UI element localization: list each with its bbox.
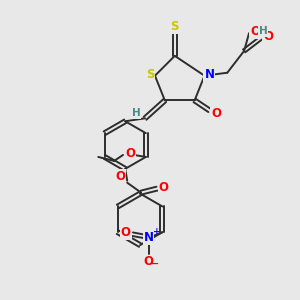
Text: N: N — [204, 68, 214, 81]
Text: O: O — [125, 148, 135, 160]
Text: O: O — [263, 30, 273, 43]
Text: O: O — [250, 25, 260, 38]
Text: H: H — [259, 26, 267, 36]
Text: O: O — [115, 170, 125, 183]
Text: O: O — [143, 256, 154, 268]
Text: −: − — [152, 259, 160, 269]
Text: O: O — [212, 107, 221, 120]
Text: +: + — [153, 227, 160, 236]
Text: S: S — [170, 20, 179, 33]
Text: N: N — [143, 231, 154, 244]
Text: O: O — [121, 226, 131, 239]
Text: H: H — [132, 108, 140, 118]
Text: S: S — [146, 68, 154, 81]
Text: O: O — [159, 181, 169, 194]
